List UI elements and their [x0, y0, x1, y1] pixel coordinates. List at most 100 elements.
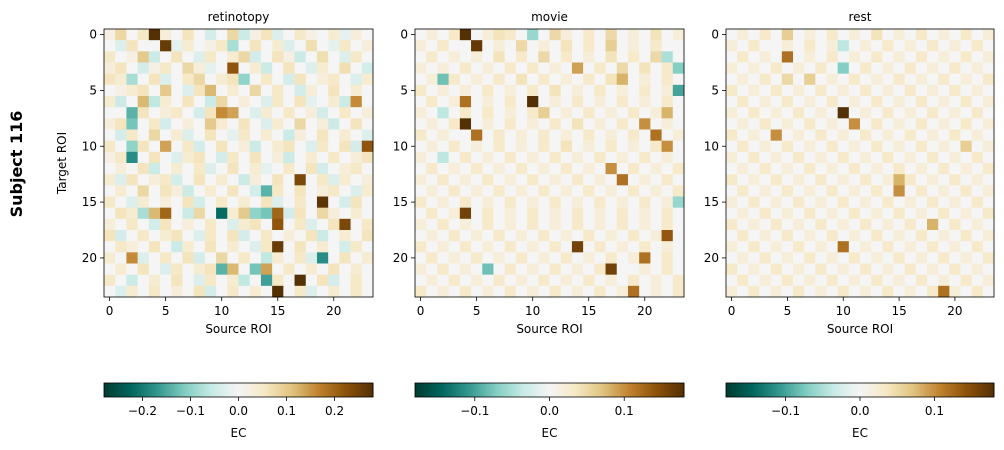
heatmap-cell	[982, 129, 995, 142]
heatmap-cell	[759, 84, 772, 97]
heatmap-cell	[793, 230, 805, 242]
y-tick-label: 20	[82, 251, 97, 265]
colorbar-segment	[663, 383, 667, 397]
heatmap-cell	[305, 274, 318, 287]
heatmap-cell	[960, 29, 973, 41]
heatmap-cell	[249, 163, 262, 175]
colorbar-segment	[587, 383, 591, 397]
colorbar-segment	[980, 383, 984, 397]
heatmap-cell	[361, 96, 374, 108]
heatmap-cell	[871, 252, 883, 264]
heatmap-cell	[249, 263, 262, 276]
heatmap-cell	[860, 118, 872, 130]
heatmap-cell	[305, 107, 318, 119]
heatmap-cell	[594, 263, 606, 276]
y-axis-label: Target ROI	[55, 132, 69, 195]
heatmap-cell	[770, 40, 783, 52]
colorbar-segment	[126, 383, 130, 397]
heatmap-cell	[227, 96, 239, 108]
x-tick-label: 5	[473, 304, 481, 318]
heatmap-cell	[148, 40, 161, 52]
heatmap-cell	[759, 163, 772, 175]
heatmap-cell	[893, 62, 906, 75]
colorbar-segment	[882, 383, 886, 397]
heatmap-cell	[848, 118, 861, 130]
heatmap-cell	[837, 118, 850, 130]
heatmap-cell	[361, 151, 374, 164]
heatmap-cell	[160, 129, 172, 142]
colorbar-segment	[650, 383, 654, 397]
heatmap-cell	[459, 218, 472, 231]
colorbar-segment	[877, 383, 881, 397]
heatmap-cell	[249, 151, 262, 164]
heatmap-cell	[471, 252, 483, 264]
colorbar-segment	[909, 383, 912, 397]
heatmap-cell	[459, 29, 472, 41]
heatmap-cell	[759, 196, 772, 209]
heatmap-cell	[193, 62, 206, 75]
heatmap-cell	[193, 151, 206, 164]
heatmap-cell	[126, 151, 139, 164]
colorbar-segment	[303, 383, 307, 397]
heatmap-cell	[726, 207, 738, 220]
heatmap-cell	[927, 51, 939, 63]
heatmap-cell	[938, 151, 950, 164]
colorbar-segment	[607, 383, 611, 397]
colorbar-segment	[900, 383, 903, 397]
heatmap-cell	[804, 196, 816, 209]
heatmap-cell	[594, 196, 606, 209]
heatmap-cell	[504, 163, 517, 175]
colorbar-segment	[444, 383, 447, 397]
heatmap-cell	[594, 241, 606, 253]
heatmap-cell	[927, 196, 939, 209]
heatmap-cell	[893, 118, 906, 130]
heatmap-cell	[361, 207, 374, 220]
heatmap-cell	[605, 140, 618, 153]
heatmap-cell	[960, 118, 973, 130]
y-tick-label: 20	[704, 251, 719, 265]
heatmap-cell	[294, 151, 307, 164]
heatmap-cell	[160, 51, 172, 63]
heatmap-cell	[527, 163, 539, 175]
heatmap-cell	[837, 96, 850, 108]
heatmap-cell	[283, 218, 295, 231]
heatmap-cell	[482, 118, 494, 130]
heatmap-cell	[426, 163, 438, 175]
heatmap-cell	[860, 96, 872, 108]
heatmap-cell	[960, 96, 973, 108]
heatmap-cell	[793, 118, 805, 130]
colorbar-segment	[423, 383, 427, 397]
colorbar-segment	[328, 383, 331, 397]
heatmap-cell	[781, 129, 794, 142]
heatmap-cell	[126, 84, 139, 97]
heatmap-cell	[549, 174, 562, 186]
heatmap-cell	[216, 96, 228, 108]
colorbar-segment	[918, 383, 921, 397]
heatmap-cell	[904, 174, 917, 186]
colorbar-tick-label: −0.1	[771, 404, 800, 418]
heatmap-cell	[661, 118, 674, 130]
heatmap-cell	[672, 96, 685, 108]
heatmap-cell	[471, 163, 483, 175]
heatmap-cell	[137, 51, 150, 63]
heatmap-cell	[549, 163, 562, 175]
heatmap-cell	[104, 196, 116, 209]
heatmap-cell	[971, 230, 984, 242]
heatmap-cell	[571, 207, 584, 220]
heatmap-cell	[616, 285, 629, 298]
heatmap-cell	[737, 107, 749, 119]
heatmap-cell	[272, 118, 284, 130]
colorbar: −0.1 0.0 0.1EC	[725, 382, 995, 440]
heatmap-cell	[471, 207, 483, 220]
heatmap-cell	[627, 241, 640, 253]
heatmap-cell	[437, 285, 450, 298]
heatmap-cell	[848, 73, 861, 86]
heatmap-cell	[148, 196, 161, 209]
heatmap-cell	[583, 118, 595, 130]
heatmap-cell	[527, 241, 539, 253]
heatmap-cell	[594, 207, 606, 220]
heatmap-cell	[459, 252, 472, 264]
heatmap-cell	[639, 241, 651, 253]
colorbar-segment	[285, 383, 289, 397]
